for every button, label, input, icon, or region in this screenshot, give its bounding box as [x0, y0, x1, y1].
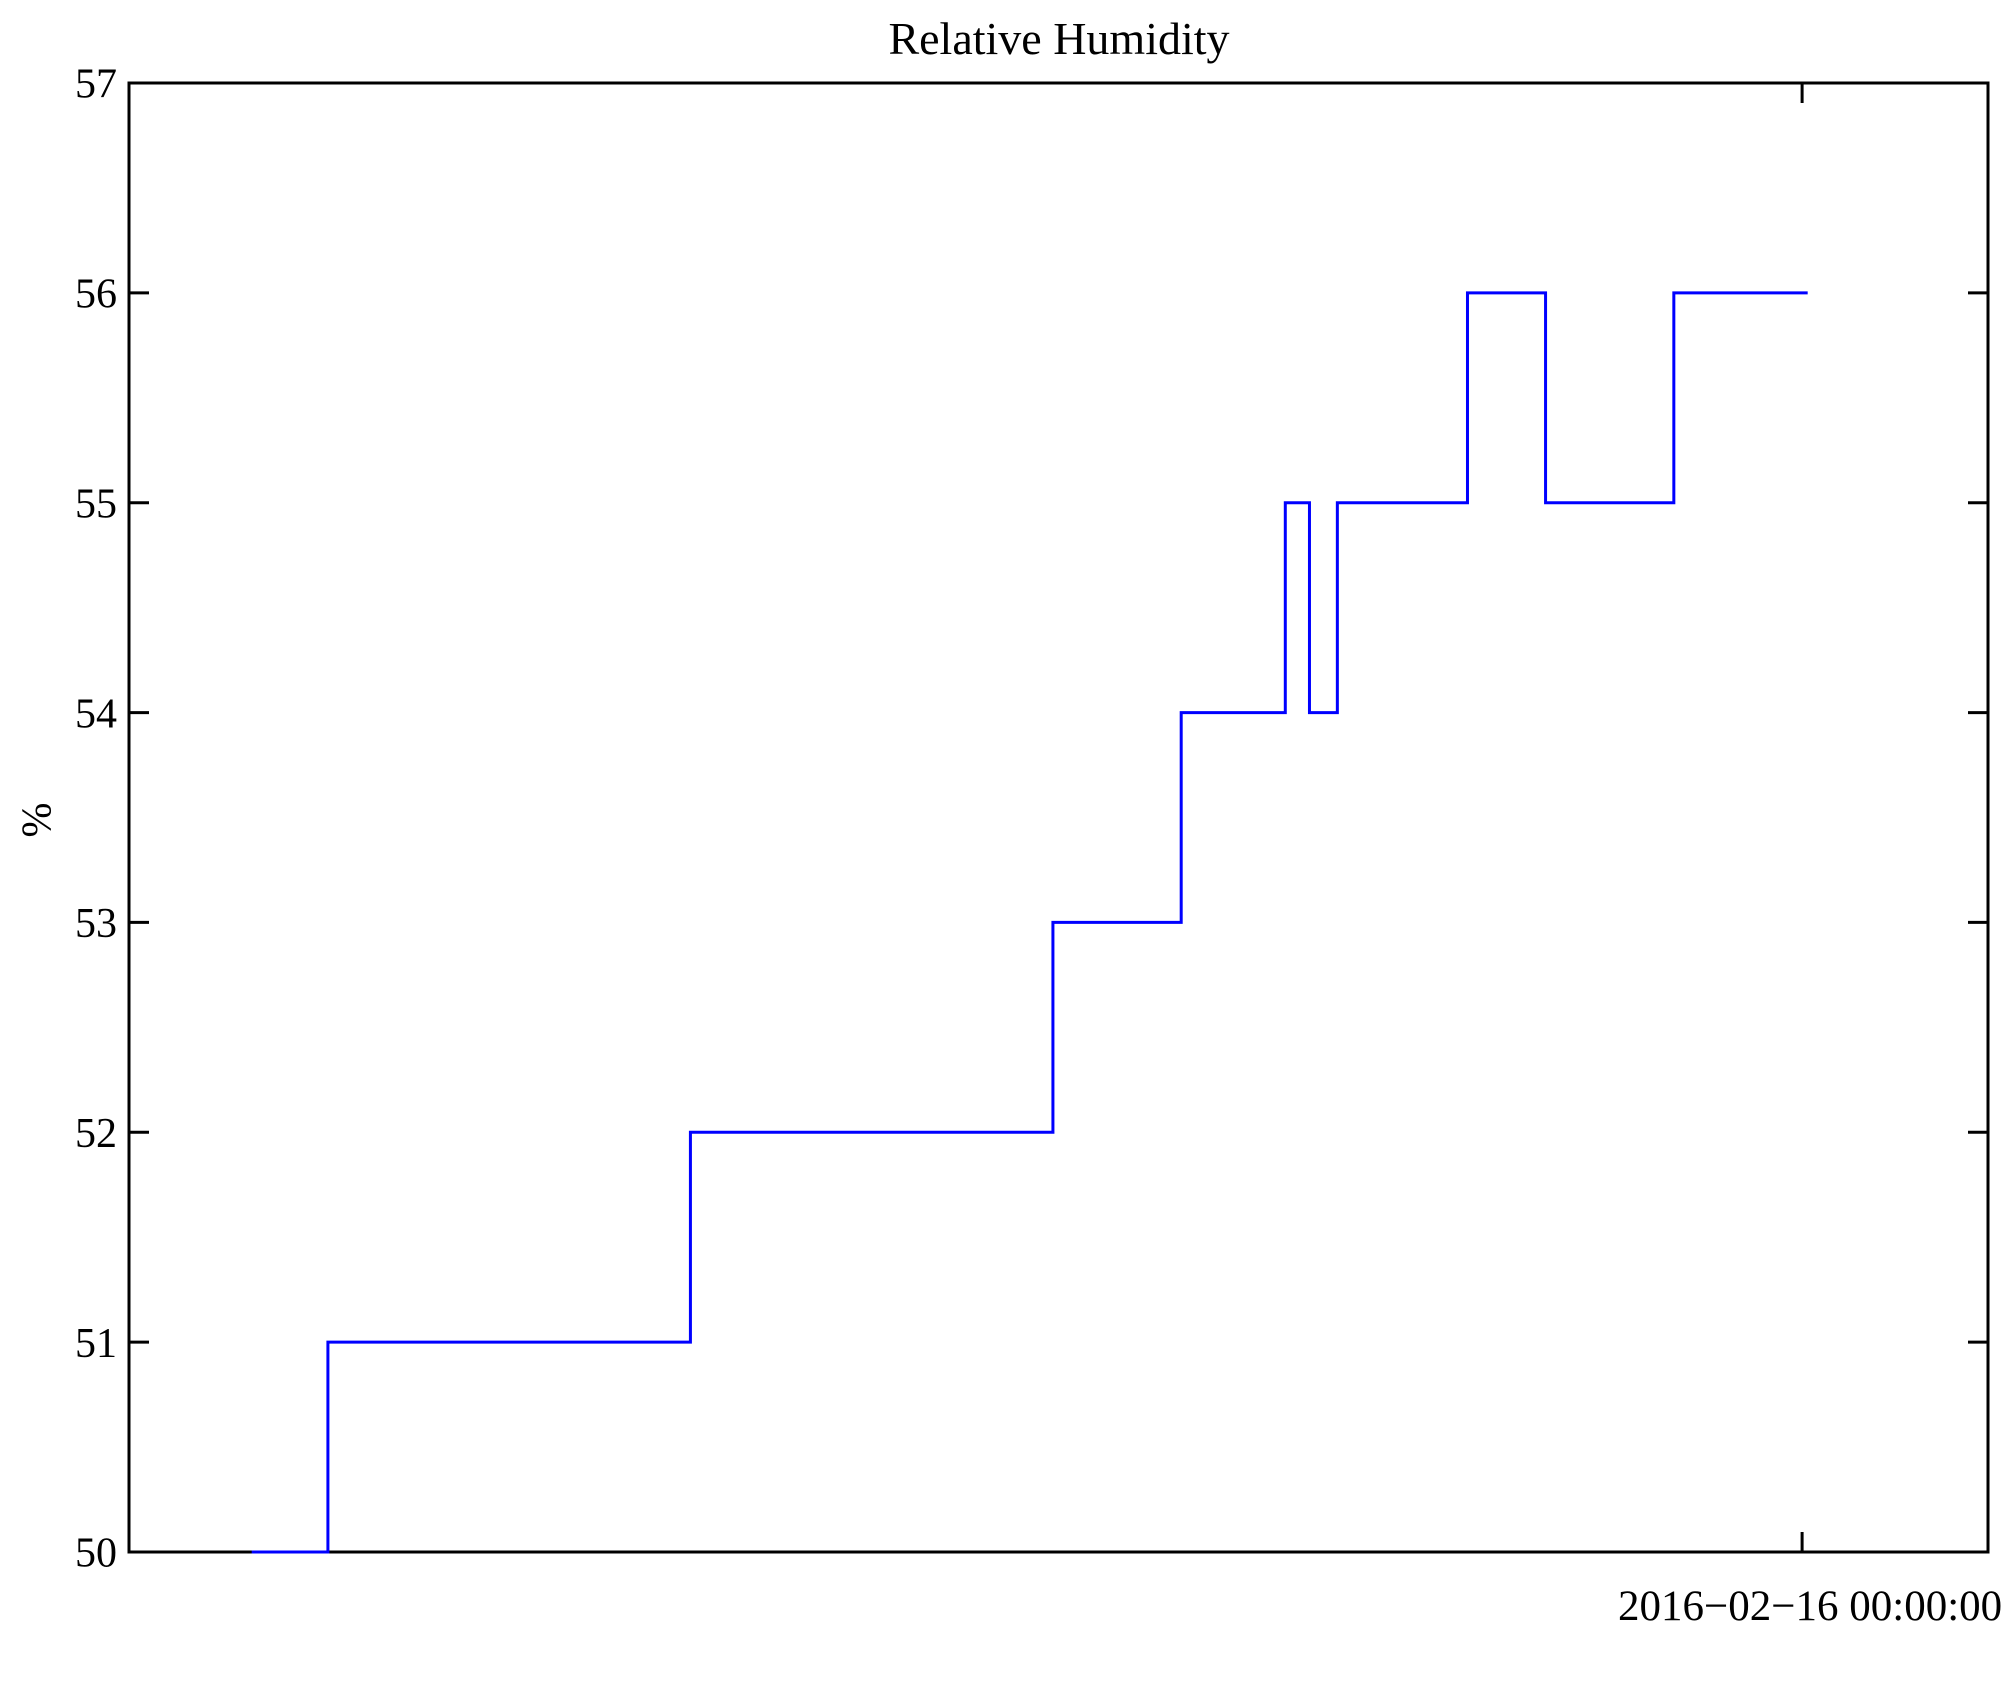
x-tick-label: 2016−02−16 00:00:00 — [1618, 1583, 2002, 1630]
y-tick-label: 52 — [75, 1111, 117, 1157]
y-tick-label: 55 — [75, 481, 117, 527]
y-axis-tick-labels: 50 51 52 53 54 55 56 57 — [75, 62, 117, 1577]
chart-title: Relative Humidity — [888, 13, 1229, 64]
y-tick-label: 56 — [75, 272, 117, 318]
humidity-step-line — [251, 291, 1808, 1554]
y-tick-label: 50 — [75, 1531, 117, 1577]
y-axis-ticks — [129, 81, 1988, 1554]
y-tick-label: 54 — [75, 691, 117, 737]
y-tick-label: 57 — [75, 62, 117, 108]
y-tick-label: 53 — [75, 901, 117, 947]
y-tick-label: 51 — [75, 1321, 117, 1367]
plot-frame — [127, 81, 1990, 1554]
y-axis-label: % — [15, 803, 61, 838]
